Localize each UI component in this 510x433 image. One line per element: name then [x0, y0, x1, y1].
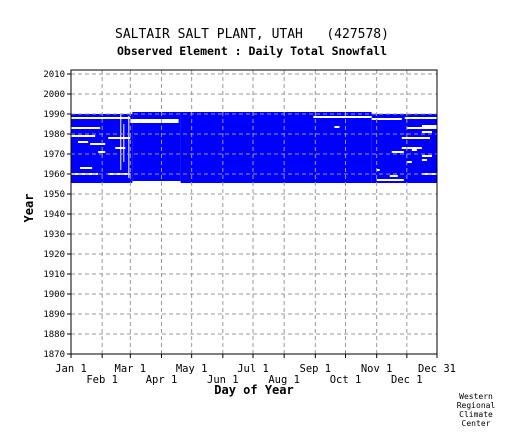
chart-subtitle: Observed Element : Daily Total Snowfall — [117, 44, 387, 58]
missing-segment — [406, 127, 437, 129]
x-tick-label: Aug 1 — [268, 374, 300, 386]
x-tick-label: Oct 1 — [330, 374, 362, 386]
missing-segment — [334, 126, 340, 128]
missing-gap-vertical — [120, 114, 122, 170]
y-tick-label: 1980 — [43, 130, 65, 140]
missing-segment — [71, 117, 131, 119]
x-tick-label: Jun 1 — [207, 374, 239, 386]
data-layer — [71, 112, 437, 183]
y-tick-label: 1870 — [43, 350, 65, 360]
y-axis-label: Year — [22, 194, 36, 223]
x-tick-label: Jul 1 — [237, 363, 269, 375]
x-tick-label: Nov 1 — [361, 363, 393, 375]
y-tick-label: 1920 — [43, 250, 65, 260]
x-tick-label: Sep 1 — [300, 363, 332, 375]
x-axis: Jan 1 Mar 1 May 1 Jul 1 Sep 1 Nov 1 Dec 31 Feb … — [55, 354, 456, 386]
missing-segment — [421, 125, 437, 127]
y-tick-label: 1990 — [43, 110, 65, 120]
credit-block: Western Regional Climate Center — [457, 392, 496, 428]
missing-segment — [406, 161, 412, 163]
missing-segment — [71, 127, 101, 129]
missing-gap-vertical — [128, 116, 130, 178]
missing-segment — [421, 155, 432, 157]
missing-segment — [421, 159, 427, 161]
record-block — [180, 112, 372, 183]
y-tick-label: 2010 — [43, 70, 65, 80]
credit-line-3: Climate — [459, 410, 493, 419]
missing-segment — [376, 179, 404, 181]
y-tick-label: 1880 — [43, 330, 65, 340]
y-tick-label: 1970 — [43, 150, 65, 160]
y-tick-label: 1960 — [43, 170, 65, 180]
missing-segment — [71, 173, 99, 175]
x-tick-label: Dec 31 — [418, 363, 456, 375]
missing-segment — [108, 173, 131, 175]
missing-segment — [98, 151, 106, 153]
missing-segment — [130, 119, 179, 121]
record-block — [132, 112, 181, 181]
credit-line-4: Center — [462, 419, 491, 428]
y-tick-label: 1890 — [43, 310, 65, 320]
y-tick-label: 1950 — [43, 190, 65, 200]
missing-segment — [78, 141, 89, 143]
missing-segment — [376, 169, 380, 171]
y-tick-label: 1910 — [43, 270, 65, 280]
missing-segment — [371, 118, 402, 120]
missing-segment — [401, 147, 422, 149]
x-tick-label: May 1 — [176, 363, 208, 375]
x-tick-label: Apr 1 — [146, 374, 178, 386]
missing-gap-vertical — [123, 124, 125, 162]
missing-segment — [80, 167, 93, 169]
x-tick-label: Jan 1 — [55, 363, 87, 375]
missing-segment — [404, 117, 437, 119]
missing-segment — [108, 137, 131, 139]
x-tick-label: Dec 1 — [391, 374, 423, 386]
missing-segment — [90, 143, 106, 145]
credit-line-1: Western — [459, 392, 493, 401]
y-tick-label: 1930 — [43, 230, 65, 240]
x-tick-label: Feb 1 — [86, 374, 118, 386]
missing-segment — [313, 116, 372, 118]
missing-segment — [401, 137, 430, 139]
y-tick-label: 1940 — [43, 210, 65, 220]
missing-segment — [389, 175, 398, 177]
y-tick-label: 1900 — [43, 290, 65, 300]
plot-border — [70, 69, 438, 355]
credit-line-2: Regional — [457, 401, 496, 410]
missing-segment — [391, 151, 404, 153]
missing-segment — [411, 149, 417, 151]
x-axis-label: Day of Year — [214, 383, 293, 397]
chart-title: SALTAIR SALT PLANT, UTAH (427578) — [115, 27, 389, 42]
missing-segment — [130, 121, 179, 123]
y-axis: 1870 1880 1890 1900 1910 1920 1930 1940 1950 1960… — [43, 70, 71, 360]
missing-segment — [71, 135, 96, 137]
missing-segment — [421, 131, 432, 133]
x-tick-label: Mar 1 — [115, 363, 147, 375]
y-tick-label: 2000 — [43, 90, 65, 100]
